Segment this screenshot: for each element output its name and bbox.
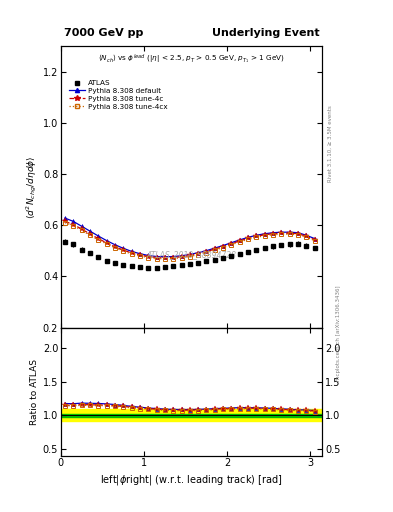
Bar [61, 414, 322, 417]
Text: $\langle N_{ch}\rangle$ vs $\phi^{lead}$ ($|\eta|$ < 2.5, $p_T$ > 0.5 GeV, $p_{T: $\langle N_{ch}\rangle$ vs $\phi^{lead}$… [98, 53, 285, 67]
Legend: ATLAS, Pythia 8.308 default, Pythia 8.308 tune-4c, Pythia 8.308 tune-4cx: ATLAS, Pythia 8.308 default, Pythia 8.30… [67, 78, 170, 112]
Y-axis label: $\langle d^2 N_{chg}/d\eta d\phi \rangle$: $\langle d^2 N_{chg}/d\eta d\phi \rangle… [24, 155, 39, 219]
X-axis label: left|$\phi$right| (w.r.t. leading track) [rad]: left|$\phi$right| (w.r.t. leading track)… [100, 473, 283, 486]
Text: ATLAS_2010_S8894728: ATLAS_2010_S8894728 [147, 250, 237, 259]
Bar [61, 409, 322, 421]
Text: Underlying Event: Underlying Event [212, 28, 320, 37]
Y-axis label: Ratio to ATLAS: Ratio to ATLAS [29, 359, 39, 424]
Text: mcplots.cern.ch [arXiv:1306.3436]: mcplots.cern.ch [arXiv:1306.3436] [336, 285, 341, 380]
Text: Rivet 3.1.10, ≥ 3.5M events: Rivet 3.1.10, ≥ 3.5M events [328, 105, 333, 182]
Text: 7000 GeV pp: 7000 GeV pp [64, 28, 143, 37]
